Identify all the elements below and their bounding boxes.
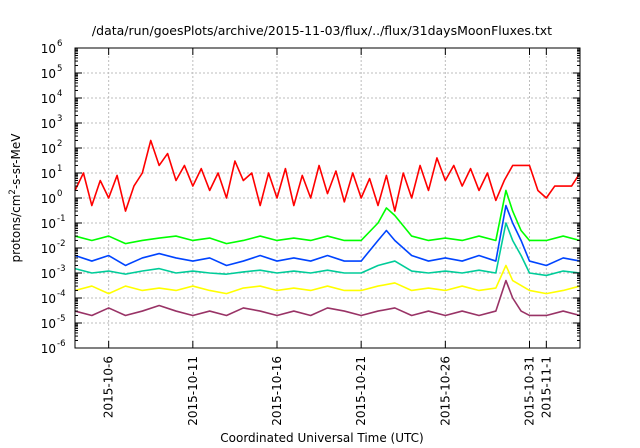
y-tick-label: 10 <box>41 292 56 306</box>
y-tick-label: 10 <box>41 167 56 181</box>
y-axis-label-base: protons/cm <box>9 195 23 263</box>
series-line-5 <box>74 264 581 295</box>
chart-title: /data/run/goesPlots/archive/2015-11-03/f… <box>92 23 552 38</box>
y-tick-exponent: 0 <box>57 189 62 199</box>
y-tick-exponent: -3 <box>57 264 65 274</box>
y-tick-label: 10 <box>41 317 56 331</box>
series-line-2 <box>74 189 581 245</box>
y-tick-exponent: 5 <box>57 64 62 74</box>
x-tick-label: 2015-10-31 <box>523 356 537 426</box>
y-tick-label: 10 <box>41 67 56 81</box>
y-tick-label: 10 <box>41 117 56 131</box>
y-tick-exponent: 2 <box>57 139 62 149</box>
y-tick-exponent: -5 <box>57 314 65 324</box>
y-tick-exponent: -2 <box>57 239 65 249</box>
x-tick-label: 2015-10-6 <box>102 356 116 418</box>
y-tick-exponent: 3 <box>57 114 62 124</box>
y-tick-label: 10 <box>41 267 56 281</box>
x-tick-label: 2015-10-26 <box>438 356 452 426</box>
y-tick-label: 10 <box>41 142 56 156</box>
series-line-6 <box>74 279 581 317</box>
y-tick-exponent: -4 <box>57 289 65 299</box>
y-axis-label: protons/cm2-s-sr-MeV <box>8 133 23 263</box>
y-tick-label: 10 <box>41 217 56 231</box>
y-ticks: 10 -610 -510 -410 -310 -210 -110 010 110 210 310 41… <box>41 39 580 356</box>
x-ticks: 2015-10-6 2015-10-11 2015-10-16 2015-10-21 2… <box>102 48 553 426</box>
series-line-1 <box>74 139 581 212</box>
y-axis-label-rest: -s-sr-MeV <box>9 133 23 189</box>
y-tick-exponent: -6 <box>57 339 65 349</box>
x-tick-label: 2015-10-16 <box>270 356 284 426</box>
y-tick-label: 10 <box>41 192 56 206</box>
x-tick-label: 2015-10-21 <box>354 356 368 426</box>
series-line-3 <box>74 204 581 267</box>
y-tick-label: 10 <box>41 92 56 106</box>
x-axis-label: Coordinated Universal Time (UTC) <box>220 431 423 445</box>
x-tick-label: 2015-10-11 <box>186 356 200 426</box>
y-tick-exponent: -1 <box>57 214 65 224</box>
y-tick-label: 10 <box>41 342 56 356</box>
y-tick-exponent: 4 <box>57 89 62 99</box>
y-tick-exponent: 6 <box>57 39 62 49</box>
y-tick-label: 10 <box>41 42 56 56</box>
series-group <box>74 139 581 317</box>
y-tick-exponent: 1 <box>57 164 62 174</box>
y-tick-label: 10 <box>41 242 56 256</box>
series-line-4 <box>74 222 581 277</box>
x-tick-label: 2015-11-1 <box>539 356 553 418</box>
y-axis-label-sup: 2 <box>8 189 18 194</box>
